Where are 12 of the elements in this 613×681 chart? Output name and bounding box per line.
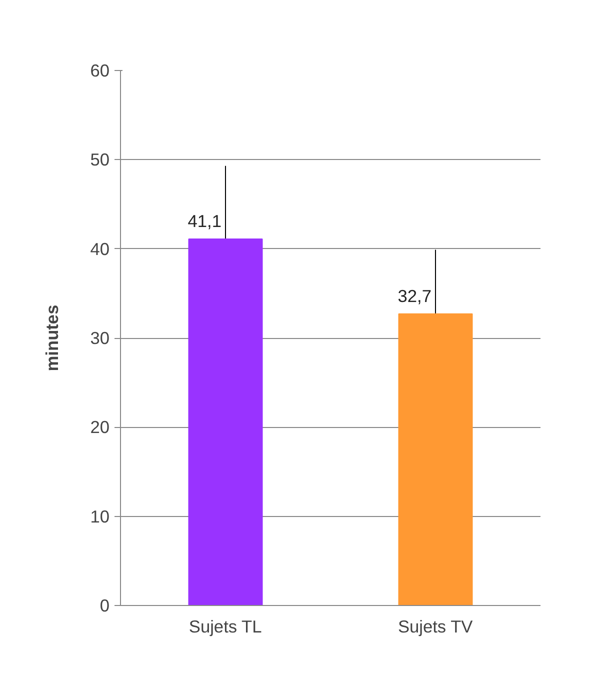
y-tick-label: 40 — [90, 238, 110, 259]
data-label: 41,1 — [188, 211, 222, 232]
data-label: 32,7 — [398, 286, 432, 306]
y-tick-label: 0 — [100, 596, 110, 616]
x-tick-label: Sujets TL — [188, 616, 262, 636]
x-tick-label: Sujets TV — [398, 616, 474, 636]
y-tick-label: 50 — [90, 150, 110, 170]
y-tick-label: 60 — [90, 60, 110, 80]
y-tick-label: 10 — [90, 506, 110, 526]
y-tick-label: 20 — [90, 417, 110, 438]
y-tick-label: 30 — [90, 328, 110, 348]
y-axis-title: minutes — [42, 304, 62, 372]
